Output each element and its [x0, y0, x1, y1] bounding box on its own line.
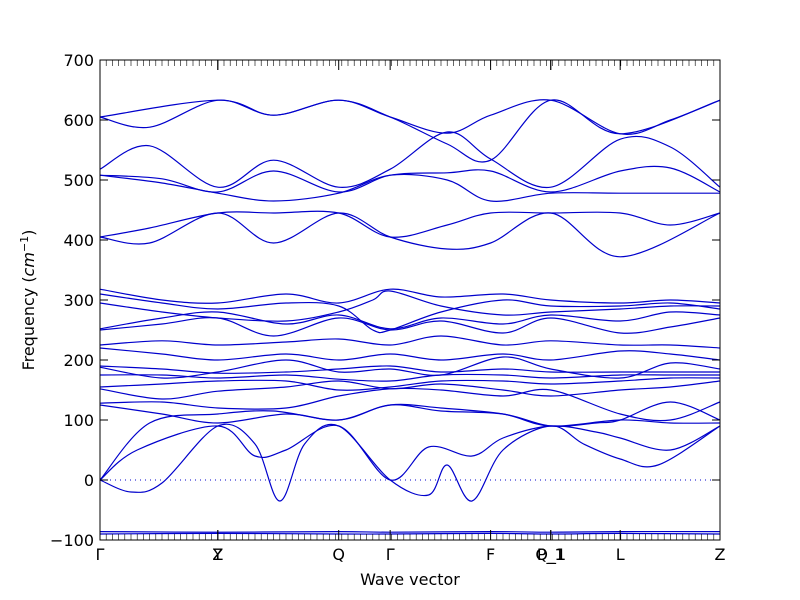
band-22	[99, 165, 721, 193]
band-12	[99, 347, 721, 361]
x-axis-label: Wave vector	[360, 570, 460, 589]
x-tick-label: Q_1	[535, 545, 566, 565]
band-19	[99, 212, 721, 258]
band-11	[99, 356, 721, 379]
x-tick-label: Z	[715, 545, 726, 564]
band-10	[99, 365, 720, 374]
x-tick-label: L	[616, 545, 625, 564]
y-tick-label: 700	[63, 51, 94, 70]
band-18	[99, 288, 721, 304]
x-tick-label: Γ	[96, 545, 105, 564]
band-1	[99, 532, 721, 535]
y-tick-label: 0	[84, 471, 94, 490]
band-20	[99, 210, 721, 238]
band-23	[99, 131, 721, 189]
band-5	[99, 403, 721, 427]
x-tick-label: F	[486, 545, 495, 564]
band-6	[99, 387, 721, 422]
y-tick-label: −100	[50, 531, 94, 550]
band-0	[99, 530, 721, 533]
phonon-bands	[99, 99, 721, 535]
plot-frame	[99, 59, 721, 541]
band-7	[99, 380, 721, 400]
x-tick-label: Y	[212, 545, 223, 564]
band-2	[99, 423, 721, 502]
x-tick-label: Γ	[386, 545, 395, 564]
plot-background	[100, 60, 720, 540]
y-axis-label-text: Frequency (	[19, 276, 38, 370]
band-9	[99, 373, 720, 382]
band-16	[99, 290, 721, 322]
y-tick-label: 600	[63, 111, 94, 130]
y-axis-label-exp: −1	[18, 236, 31, 252]
x-tick-label: Q	[332, 545, 345, 564]
y-axis-ticks: −100 0 100 200 300 400 500 600 700	[50, 51, 720, 550]
band-8	[99, 377, 721, 391]
y-tick-label: 100	[63, 411, 94, 430]
x-tick-label: Z	[212, 545, 223, 564]
band-15	[99, 311, 721, 330]
y-axis-label-close: )	[19, 230, 38, 236]
y-axis-label: Frequency (cm−1)	[18, 230, 38, 371]
band-13	[99, 335, 721, 349]
y-tick-label: 200	[63, 351, 94, 370]
band-17	[99, 293, 721, 334]
y-tick-label: 300	[63, 291, 94, 310]
band-25	[99, 99, 721, 135]
x-tick-label: P_1	[537, 545, 565, 565]
y-tick-label: 400	[63, 231, 94, 250]
y-axis-label-unit: cm	[19, 252, 38, 276]
y-tick-label: 500	[63, 171, 94, 190]
band-24	[99, 99, 721, 163]
band-3	[99, 424, 721, 481]
minor-ticks	[105, 60, 715, 540]
